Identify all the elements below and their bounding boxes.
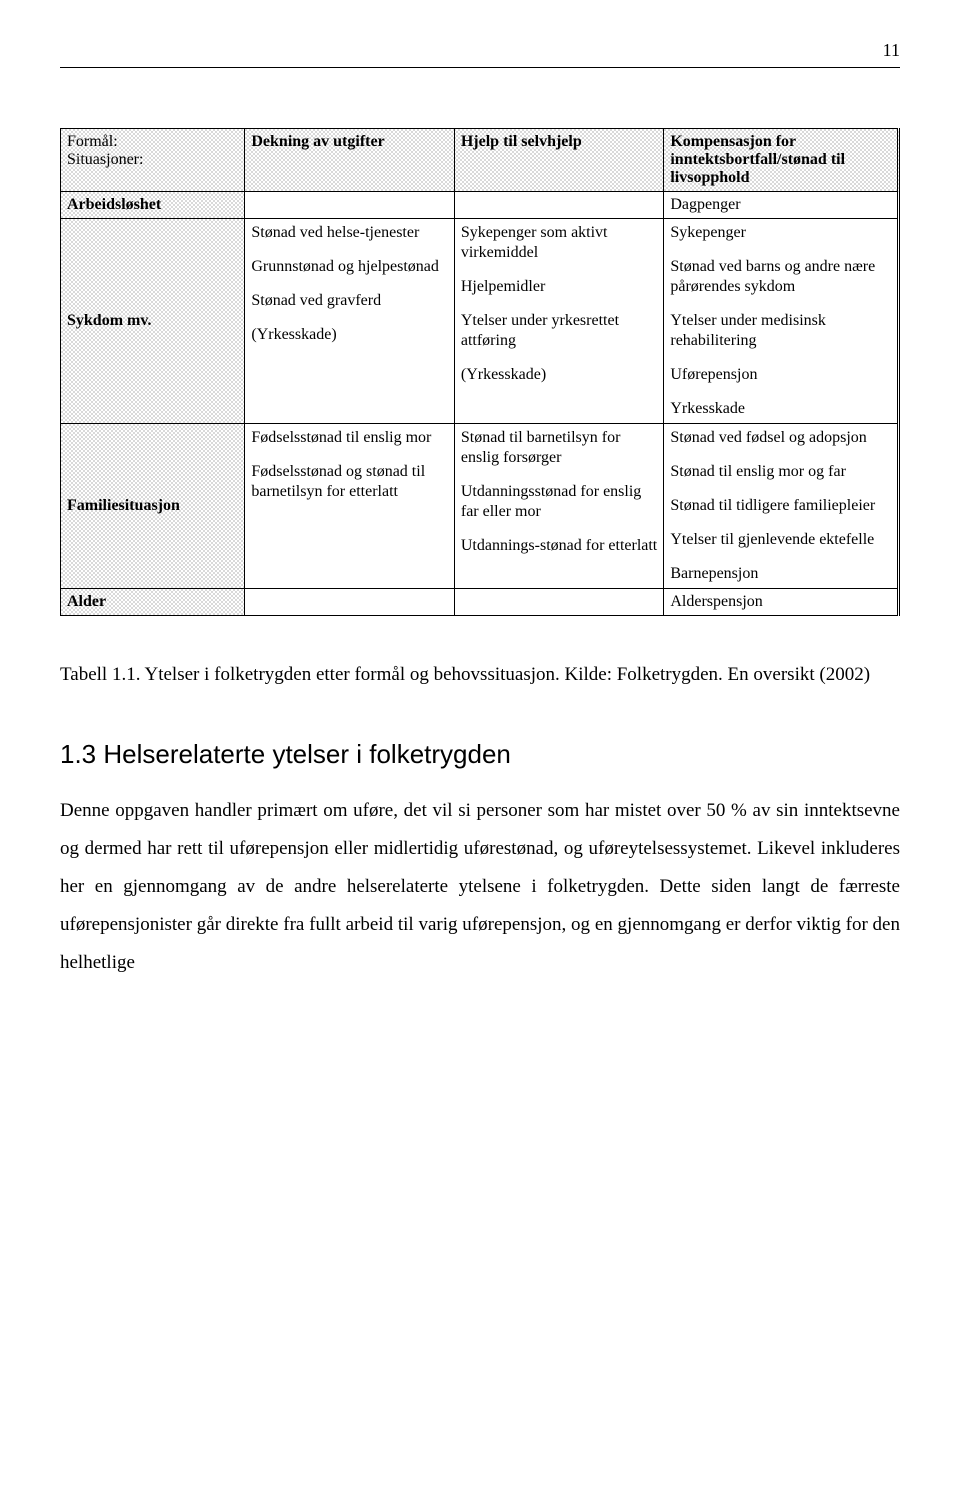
table-cell: Stønad ved fødsel og adopsjon Stønad til…: [664, 424, 899, 589]
header-cell-situations: Formål: Situasjoner:: [61, 129, 245, 192]
table-cell: Sykepenger Stønad ved barns og andre nær…: [664, 219, 899, 424]
header-cell-col3: Kompensasjon for inntektsbortfall/stønad…: [664, 129, 899, 192]
header-cell-col2: Hjelp til selvhjelp: [454, 129, 664, 192]
row-label-familie: Familiesituasjon: [61, 424, 245, 589]
cell-item: Ytelser til gjenlevende ektefelle: [670, 530, 891, 550]
cell-item: Stønad ved barns og andre nære pårørende…: [670, 257, 891, 297]
table-caption: Tabell 1.1. Ytelser i folketrygden etter…: [60, 656, 900, 694]
table-cell: Stønad til barnetilsyn for enslig forsør…: [454, 424, 664, 589]
table-cell: [245, 192, 455, 219]
cell-item: Stønad ved fødsel og adopsjon: [670, 428, 891, 448]
cell-item: Hjelpemidler: [461, 277, 658, 297]
table-row: Sykdom mv. Stønad ved helse-tjenester Gr…: [61, 219, 899, 424]
cell-item: Stønad ved helse-tjenester: [251, 223, 448, 243]
table-cell: Dagpenger: [664, 192, 899, 219]
cell-item: Fødselsstønad og stønad til barnetilsyn …: [251, 462, 448, 502]
table-row: Alder Alderspensjon: [61, 589, 899, 616]
cell-item: Grunnstønad og hjelpestønad: [251, 257, 448, 277]
cell-item: Sykepenger som aktivt virkemiddel: [461, 223, 658, 263]
table-cell: [245, 589, 455, 616]
cell-item: Barnepensjon: [670, 564, 891, 584]
row-label-sykdom: Sykdom mv.: [61, 219, 245, 424]
cell-item: Stønad til barnetilsyn for enslig forsør…: [461, 428, 658, 468]
table-cell: Fødselsstønad til enslig mor Fødselsstøn…: [245, 424, 455, 589]
body-paragraph: Denne oppgaven handler primært om uføre,…: [60, 792, 900, 982]
table-row: Arbeidsløshet Dagpenger: [61, 192, 899, 219]
section-heading: 1.3 Helserelaterte ytelser i folketrygde…: [60, 739, 900, 770]
row-label-alder: Alder: [61, 589, 245, 616]
cell-item: Stønad til enslig mor og far: [670, 462, 891, 482]
header-label-situasjoner: Situasjoner:: [67, 151, 238, 169]
cell-item: Fødselsstønad til enslig mor: [251, 428, 448, 448]
cell-item: (Yrkesskade): [251, 325, 448, 345]
page-number: 11: [883, 40, 900, 60]
cell-item: (Yrkesskade): [461, 365, 658, 385]
table-header-row: Formål: Situasjoner: Dekning av utgifter…: [61, 129, 899, 192]
table-cell: Stønad ved helse-tjenester Grunnstønad o…: [245, 219, 455, 424]
header-cell-col1: Dekning av utgifter: [245, 129, 455, 192]
table-row: Familiesituasjon Fødselsstønad til ensli…: [61, 424, 899, 589]
header-label-formal: Formål:: [67, 133, 238, 151]
benefits-table: Formål: Situasjoner: Dekning av utgifter…: [60, 128, 900, 616]
cell-item: Stønad til tidligere familiepleier: [670, 496, 891, 516]
page: 11 Formål: Situasjoner: Dekning av utgif…: [0, 0, 960, 1041]
cell-item: Ytelser under medisinsk rehabilitering: [670, 311, 891, 351]
table-cell: Sykepenger som aktivt virkemiddel Hjelpe…: [454, 219, 664, 424]
table-cell: [454, 589, 664, 616]
cell-item: Uførepensjon: [670, 365, 891, 385]
table-cell: [454, 192, 664, 219]
cell-item: Utdanningsstønad for enslig far eller mo…: [461, 482, 658, 522]
cell-item: Stønad ved gravferd: [251, 291, 448, 311]
row-label-arbeidsloshet: Arbeidsløshet: [61, 192, 245, 219]
page-number-area: 11: [60, 40, 900, 68]
cell-item: Sykepenger: [670, 223, 891, 243]
cell-item: Ytelser under yrkesrettet attføring: [461, 311, 658, 351]
cell-item: Utdannings-stønad for etterlatt: [461, 536, 658, 556]
cell-item: Yrkesskade: [670, 399, 891, 419]
table-cell: Alderspensjon: [664, 589, 899, 616]
